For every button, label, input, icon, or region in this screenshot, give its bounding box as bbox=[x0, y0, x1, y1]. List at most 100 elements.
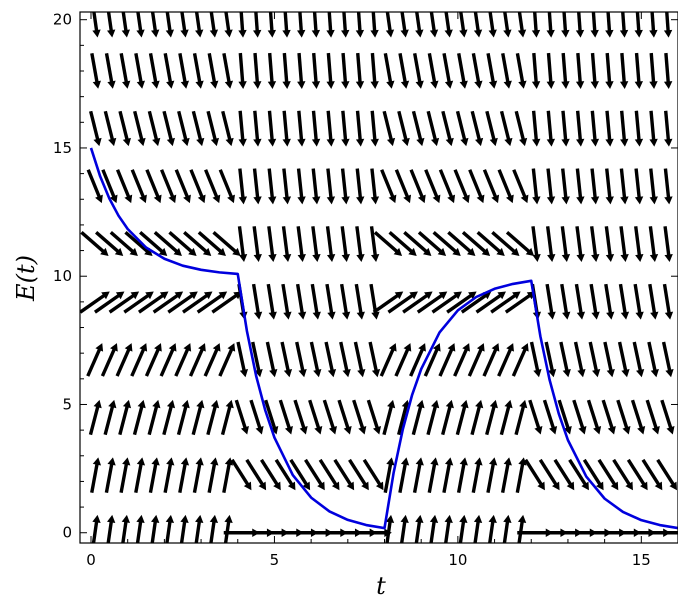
field-arrow bbox=[282, 52, 291, 89]
y-tick-label: 0 bbox=[62, 524, 72, 542]
field-arrow bbox=[108, 291, 140, 314]
field-arrow bbox=[488, 514, 497, 543]
field-arrow bbox=[333, 458, 355, 491]
field-arrow bbox=[415, 12, 424, 38]
field-arrow bbox=[590, 110, 600, 147]
field-arrow bbox=[134, 457, 146, 494]
field-arrow bbox=[101, 169, 118, 204]
field-arrow bbox=[267, 110, 277, 147]
field-arrow bbox=[93, 291, 125, 314]
field-arrow bbox=[413, 52, 424, 89]
field-arrow bbox=[605, 52, 614, 89]
field-arrow bbox=[281, 283, 292, 320]
field-arrow bbox=[383, 457, 395, 494]
field-arrow bbox=[159, 343, 177, 377]
field-arrow bbox=[282, 168, 292, 205]
field-arrow bbox=[191, 110, 205, 147]
field-arrow bbox=[325, 226, 336, 263]
field-arrow bbox=[267, 52, 277, 89]
field-arrow bbox=[355, 110, 365, 147]
field-arrow bbox=[192, 457, 204, 494]
field-arrow bbox=[573, 341, 586, 378]
field-arrow bbox=[189, 169, 206, 204]
field-arrow bbox=[206, 399, 220, 436]
field-arrow bbox=[162, 110, 175, 147]
field-arrow bbox=[355, 168, 365, 205]
field-arrow bbox=[139, 231, 168, 256]
field-arrow bbox=[649, 52, 658, 89]
field-arrow bbox=[311, 226, 321, 263]
field-arrow bbox=[183, 231, 212, 256]
field-arrow bbox=[575, 168, 585, 205]
field-arrow bbox=[499, 399, 513, 436]
field-arrow bbox=[267, 12, 277, 38]
field-arrow bbox=[619, 52, 629, 89]
field-arrow bbox=[426, 399, 440, 436]
field-arrow bbox=[414, 514, 424, 543]
field-arrow bbox=[471, 52, 483, 89]
field-arrow bbox=[282, 12, 291, 38]
field-arrow bbox=[148, 457, 160, 494]
field-arrow bbox=[604, 283, 615, 320]
field-arrow bbox=[645, 399, 660, 435]
field-arrow bbox=[431, 291, 462, 314]
field-arrow bbox=[589, 283, 600, 320]
field-arrow bbox=[458, 514, 468, 543]
field-arrow bbox=[545, 226, 556, 263]
field-arrow bbox=[147, 110, 161, 147]
field-arrow bbox=[656, 458, 677, 491]
field-arrow bbox=[221, 110, 234, 147]
field-arrow bbox=[168, 231, 197, 256]
field-arrow bbox=[590, 52, 599, 89]
x-axis-label: t bbox=[376, 572, 386, 600]
field-arrow bbox=[194, 12, 204, 38]
field-arrow bbox=[354, 283, 365, 320]
field-arrow bbox=[121, 514, 131, 543]
field-arrow bbox=[340, 168, 350, 205]
field-arrow bbox=[399, 514, 409, 543]
field-arrow bbox=[467, 343, 485, 377]
field-arrow bbox=[326, 110, 335, 147]
field-arrow bbox=[619, 12, 629, 38]
field-arrow bbox=[355, 12, 365, 38]
field-arrow bbox=[531, 226, 541, 263]
field-arrow bbox=[372, 291, 404, 314]
field-arrow bbox=[612, 458, 633, 491]
field-arrow bbox=[447, 231, 476, 256]
field-arrow bbox=[135, 514, 145, 543]
field-arrow bbox=[398, 52, 410, 89]
field-arrow bbox=[121, 12, 131, 38]
y-tick-label: 15 bbox=[53, 139, 72, 157]
field-arrow bbox=[490, 291, 521, 314]
field-arrow bbox=[370, 110, 379, 147]
field-arrow bbox=[309, 341, 322, 378]
field-arrow bbox=[619, 226, 629, 263]
field-arrow bbox=[337, 399, 352, 435]
field-arrow bbox=[148, 52, 160, 89]
field-arrow bbox=[209, 514, 219, 543]
field-arrow bbox=[267, 226, 277, 263]
field-arrow bbox=[438, 343, 456, 377]
field-arrow bbox=[546, 110, 556, 147]
field-arrow bbox=[468, 169, 485, 204]
field-arrow bbox=[597, 458, 619, 491]
field-arrow bbox=[362, 458, 384, 491]
field-arrow bbox=[456, 457, 468, 494]
field-arrow bbox=[104, 457, 116, 494]
field-arrow bbox=[553, 458, 575, 491]
field-arrow bbox=[561, 12, 570, 38]
field-arrow bbox=[664, 110, 673, 147]
field-arrow bbox=[167, 291, 198, 314]
field-arrow bbox=[617, 341, 630, 378]
field-arrow bbox=[561, 110, 570, 147]
field-arrow bbox=[134, 52, 146, 89]
field-arrow bbox=[249, 399, 264, 435]
x-tick-label: 0 bbox=[86, 551, 96, 569]
field-arrow bbox=[426, 110, 440, 147]
field-arrow bbox=[308, 399, 323, 435]
field-arrow bbox=[267, 168, 277, 205]
field-arrow bbox=[297, 12, 306, 38]
field-arrow bbox=[455, 399, 469, 436]
field-arrow bbox=[531, 52, 541, 89]
field-arrow bbox=[517, 12, 527, 38]
